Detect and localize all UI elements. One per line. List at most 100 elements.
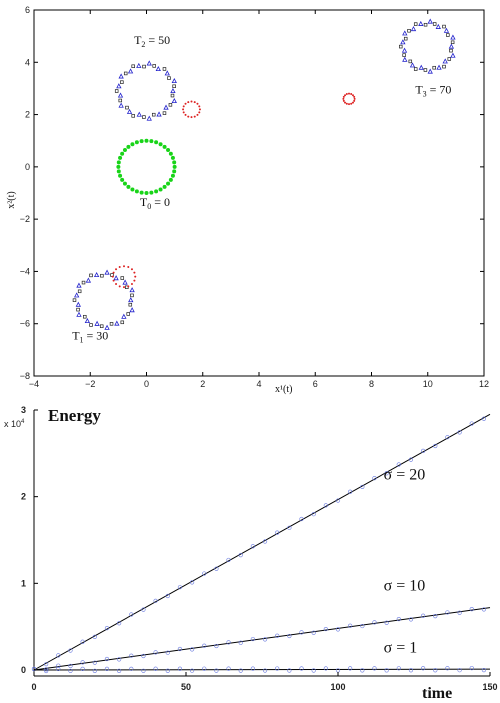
series-point — [299, 630, 304, 635]
data-point-dot — [170, 155, 175, 160]
data-point-dot — [130, 268, 133, 271]
series-point — [226, 666, 231, 671]
data-point-square — [447, 57, 452, 61]
series-point — [335, 627, 341, 632]
data-point-dot — [158, 142, 163, 147]
series-point — [202, 666, 207, 671]
y-tick-label: 4 — [25, 57, 30, 67]
phase-plot-frame — [33, 9, 485, 377]
series-point — [445, 610, 450, 615]
data-point-dot — [162, 184, 167, 189]
data-point-dot — [172, 169, 177, 174]
data-point-triangle — [117, 92, 124, 98]
data-point-dot — [353, 99, 356, 102]
data-point-square — [442, 64, 446, 69]
series-point — [238, 640, 243, 645]
data-point-dot — [162, 144, 167, 149]
data-point-triangle — [74, 292, 80, 298]
data-point-square — [442, 24, 446, 29]
sigma-label: σ = 10 — [384, 577, 426, 594]
data-point-triangle — [146, 60, 152, 66]
annotation-subscript: 2 — [141, 40, 145, 49]
data-point-triangle — [171, 77, 177, 84]
annotation-subscript: 1 — [80, 335, 84, 344]
series-point — [311, 668, 316, 673]
series-point — [481, 607, 487, 612]
data-point-dot — [130, 283, 133, 286]
series-point — [189, 580, 195, 585]
data-point-dot — [116, 169, 121, 174]
series-point — [287, 633, 292, 639]
data-point-triangle — [427, 68, 433, 74]
data-point-triangle — [435, 23, 441, 29]
data-point-triangle — [402, 30, 408, 36]
data-point-dot — [144, 138, 149, 143]
series-point — [44, 662, 49, 667]
data-point-dot — [123, 265, 125, 268]
data-point-square — [446, 33, 450, 37]
data-point-square — [151, 112, 156, 117]
data-point-square — [450, 40, 455, 45]
data-point-triangle — [442, 58, 448, 64]
energy-multiplier-base: x 10 — [4, 419, 21, 429]
data-point-square — [413, 22, 418, 26]
energy-multiplier: x 104 — [4, 419, 25, 429]
series-point — [153, 650, 158, 655]
series-point — [92, 634, 97, 640]
y-tick-label: 3 — [21, 405, 26, 415]
series-point — [408, 457, 414, 462]
y-tick-label: −2 — [20, 214, 30, 224]
annotation-value: = 30 — [84, 328, 109, 342]
data-point-dot — [130, 187, 135, 192]
data-point-dot — [118, 285, 121, 288]
series-point — [372, 476, 377, 481]
series-point — [457, 610, 462, 615]
series-point — [129, 666, 134, 671]
series-point — [104, 666, 110, 671]
data-point-dot — [134, 189, 139, 194]
time-annotation: T0 = 0 — [140, 195, 170, 211]
x-tick-label: 4 — [256, 379, 261, 389]
data-point-square — [126, 312, 130, 316]
series-point — [299, 516, 304, 522]
series-point — [384, 620, 389, 625]
data-point-square — [432, 65, 436, 70]
data-point-square — [408, 59, 413, 64]
data-point-dot — [187, 115, 190, 118]
data-point-triangle — [146, 115, 152, 121]
series-point — [323, 666, 328, 671]
data-point-square — [123, 71, 128, 76]
data-point-dot — [190, 116, 193, 119]
data-point-square — [172, 84, 176, 88]
series-point — [56, 666, 61, 672]
data-point-dot — [127, 285, 130, 288]
data-point-square — [162, 67, 167, 71]
data-point-dot — [350, 93, 353, 96]
data-point-dot — [184, 102, 187, 105]
data-point-triangle — [94, 320, 100, 326]
data-point-dot — [116, 160, 121, 165]
series-point — [31, 666, 37, 672]
energy-series-labels: σ = 20 σ = 10 σ = 1 — [384, 466, 426, 656]
data-point-dot — [353, 97, 356, 100]
series-point — [372, 666, 377, 671]
x-tick-label: −2 — [85, 379, 95, 389]
data-point-triangle — [156, 111, 162, 117]
series-point — [80, 639, 85, 644]
data-point-dot — [112, 271, 115, 274]
data-point-dot — [166, 148, 171, 153]
x-tick-label: 10 — [423, 379, 433, 389]
series-point — [92, 660, 97, 665]
series-point — [384, 668, 389, 673]
data-point-dot — [115, 268, 118, 271]
series-point — [348, 489, 353, 494]
series-point — [348, 623, 353, 628]
energy-plot-ticks: 0 50 100 150 3 2 1 0 — [21, 405, 498, 692]
series-point — [481, 668, 487, 673]
data-point-dot — [196, 113, 199, 116]
x-tick-label: 12 — [479, 379, 489, 389]
x-tick-label: 100 — [330, 682, 345, 692]
series-point — [250, 544, 255, 549]
series-line — [33, 607, 491, 671]
